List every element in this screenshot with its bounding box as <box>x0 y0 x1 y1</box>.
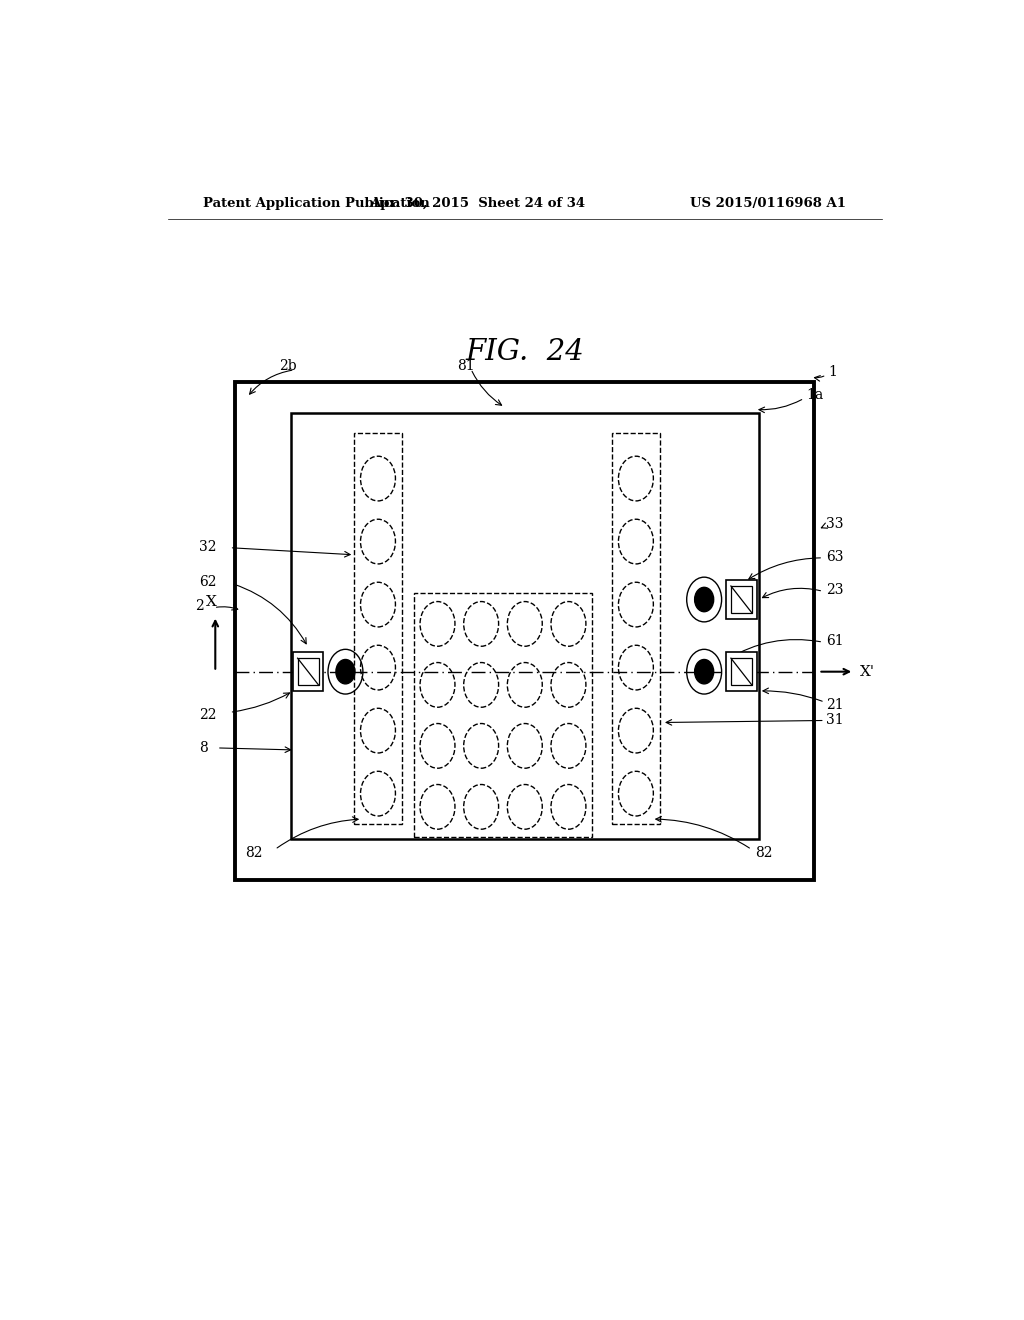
Circle shape <box>336 660 355 684</box>
Bar <box>293 652 324 690</box>
Text: X: X <box>206 595 217 609</box>
Text: 82: 82 <box>755 846 772 859</box>
Text: 1: 1 <box>828 364 837 379</box>
Bar <box>354 433 401 824</box>
Bar <box>612 433 659 824</box>
Text: 22: 22 <box>200 709 217 722</box>
Bar <box>731 659 752 685</box>
Circle shape <box>694 660 714 684</box>
Text: 2b: 2b <box>279 359 296 372</box>
Bar <box>726 581 757 619</box>
Text: 31: 31 <box>826 714 844 727</box>
Bar <box>731 586 752 612</box>
Text: Patent Application Publication: Patent Application Publication <box>204 197 430 210</box>
Bar <box>726 652 757 690</box>
Text: 63: 63 <box>826 550 844 564</box>
Text: 32: 32 <box>200 540 217 553</box>
Text: 2: 2 <box>196 598 204 612</box>
Bar <box>298 659 318 685</box>
Bar <box>414 594 592 837</box>
Text: 1a: 1a <box>807 388 823 403</box>
Circle shape <box>694 587 714 611</box>
Text: 82: 82 <box>246 846 263 859</box>
Text: US 2015/0116968 A1: US 2015/0116968 A1 <box>690 197 846 210</box>
Text: 23: 23 <box>826 583 844 598</box>
Bar <box>236 381 814 880</box>
Text: X': X' <box>860 665 874 678</box>
Text: 21: 21 <box>826 698 844 713</box>
Bar <box>291 413 759 840</box>
Text: 8: 8 <box>200 741 208 755</box>
Text: Apr. 30, 2015  Sheet 24 of 34: Apr. 30, 2015 Sheet 24 of 34 <box>370 197 585 210</box>
Text: FIG.  24: FIG. 24 <box>466 338 584 366</box>
Text: 62: 62 <box>200 576 217 589</box>
Text: 81: 81 <box>458 359 475 372</box>
Text: 33: 33 <box>826 517 844 532</box>
Text: 61: 61 <box>826 634 844 648</box>
